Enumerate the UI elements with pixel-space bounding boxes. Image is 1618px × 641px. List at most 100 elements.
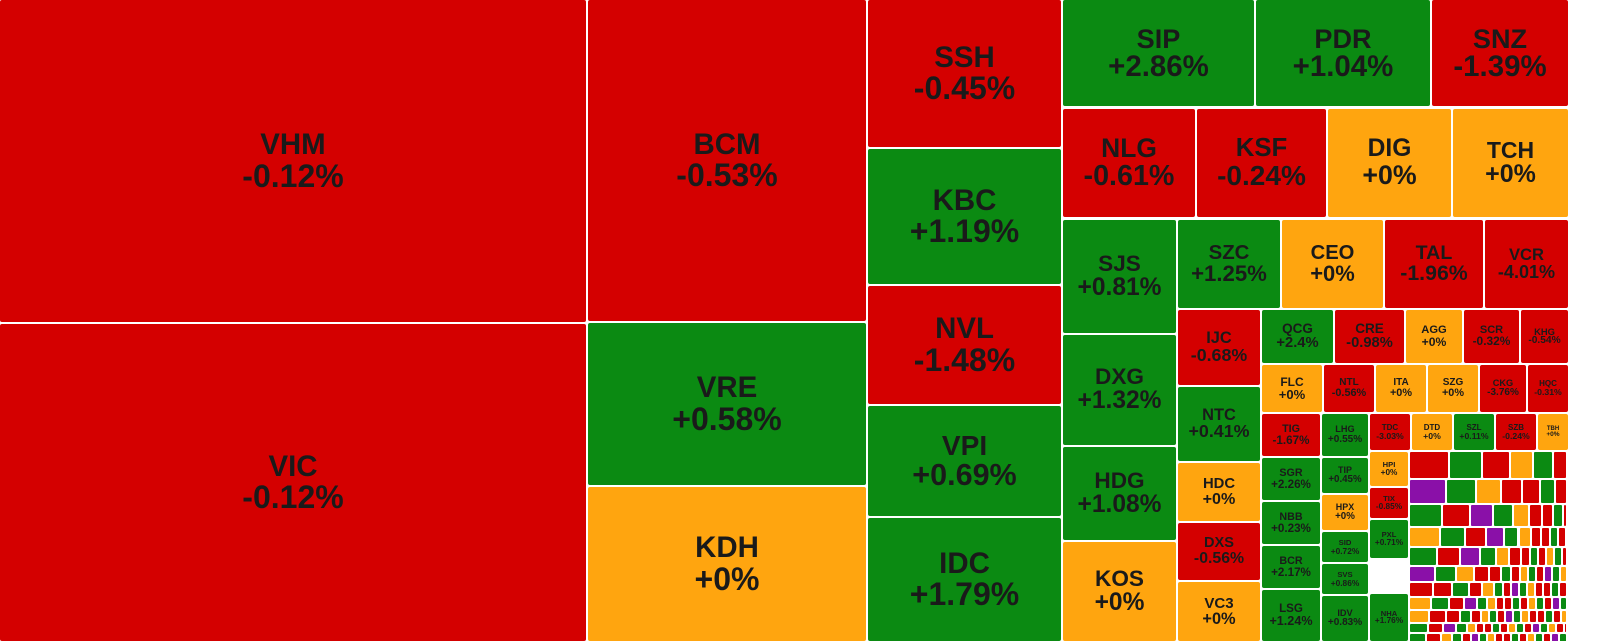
small-tile[interactable]	[1531, 527, 1540, 547]
stock-tile[interactable]: SIP +2.86%	[1063, 0, 1254, 106]
small-tile[interactable]	[1552, 583, 1559, 597]
small-tile[interactable]	[1456, 623, 1466, 633]
stock-tile[interactable]: IDC +1.79%	[868, 518, 1061, 641]
stock-tile[interactable]: CEO +0%	[1282, 220, 1383, 308]
small-tile[interactable]	[1546, 548, 1553, 565]
small-tile[interactable]	[1513, 505, 1528, 526]
stock-tile[interactable]: TIG -1.67%	[1262, 414, 1320, 456]
small-tile[interactable]	[1562, 548, 1566, 565]
small-tile[interactable]	[1494, 505, 1512, 526]
small-tile[interactable]	[1508, 623, 1515, 633]
small-tile[interactable]	[1543, 505, 1553, 526]
small-tile[interactable]	[1530, 611, 1537, 622]
small-tile[interactable]	[1476, 623, 1483, 633]
small-tile[interactable]	[1560, 598, 1566, 610]
small-tile[interactable]	[1514, 611, 1521, 622]
stock-tile[interactable]: NLG -0.61%	[1063, 109, 1195, 217]
small-tile[interactable]	[1474, 566, 1488, 582]
small-tile[interactable]	[1457, 566, 1473, 582]
small-tile[interactable]	[1551, 634, 1558, 641]
small-tile[interactable]	[1495, 634, 1502, 641]
small-tile[interactable]	[1489, 566, 1501, 582]
small-tile[interactable]	[1524, 623, 1531, 633]
small-tile[interactable]	[1410, 480, 1445, 504]
small-tile[interactable]	[1469, 583, 1482, 597]
stock-tile[interactable]: VHM -0.12%	[0, 0, 586, 322]
stock-tile[interactable]: QCG +2.4%	[1262, 310, 1333, 363]
small-tile[interactable]	[1431, 598, 1448, 610]
small-tile[interactable]	[1553, 566, 1560, 582]
small-tile[interactable]	[1471, 634, 1478, 641]
small-tile[interactable]	[1480, 548, 1495, 565]
stock-tile[interactable]: KHG -0.54%	[1521, 310, 1568, 363]
small-tile[interactable]	[1552, 598, 1559, 610]
stock-tile[interactable]: KBC +1.19%	[868, 149, 1061, 284]
small-tile[interactable]	[1561, 566, 1566, 582]
small-tile[interactable]	[1512, 583, 1519, 597]
small-tile[interactable]	[1543, 634, 1550, 641]
small-tile[interactable]	[1450, 452, 1482, 478]
small-tile[interactable]	[1494, 583, 1503, 597]
stock-tile[interactable]: VRE +0.58%	[588, 323, 866, 485]
small-tile[interactable]	[1410, 452, 1448, 478]
small-tile[interactable]	[1487, 527, 1503, 547]
stock-tile[interactable]: SZL +0.11%	[1454, 414, 1494, 450]
small-tile[interactable]	[1537, 566, 1544, 582]
small-tile[interactable]	[1530, 548, 1537, 565]
small-tile[interactable]	[1527, 634, 1534, 641]
small-tile[interactable]	[1477, 598, 1486, 610]
small-tile[interactable]	[1488, 598, 1495, 610]
small-tile[interactable]	[1472, 611, 1480, 622]
small-tile[interactable]	[1498, 611, 1505, 622]
small-tile[interactable]	[1428, 623, 1442, 633]
stock-tile[interactable]: NTC +0.41%	[1178, 387, 1260, 461]
small-tile[interactable]	[1521, 548, 1529, 565]
small-tile[interactable]	[1482, 611, 1489, 622]
small-tile[interactable]	[1410, 505, 1442, 526]
stock-tile[interactable]: TIX -0.85%	[1370, 488, 1408, 518]
small-tile[interactable]	[1540, 623, 1547, 633]
small-tile[interactable]	[1427, 634, 1440, 641]
small-tile[interactable]	[1410, 611, 1429, 622]
small-tile[interactable]	[1500, 623, 1507, 633]
small-tile[interactable]	[1446, 611, 1459, 622]
small-tile[interactable]	[1503, 634, 1510, 641]
stock-tile[interactable]: LHG +0.55%	[1322, 414, 1368, 456]
stock-tile[interactable]: HDC +0%	[1178, 463, 1260, 521]
stock-tile[interactable]: NVL -1.48%	[868, 286, 1061, 404]
small-tile[interactable]	[1502, 480, 1522, 504]
small-tile[interactable]	[1541, 527, 1549, 547]
small-tile[interactable]	[1512, 598, 1519, 610]
small-tile[interactable]	[1506, 611, 1513, 622]
stock-tile[interactable]: NTL -0.56%	[1324, 365, 1374, 412]
stock-tile[interactable]: ITA +0%	[1376, 365, 1426, 412]
small-tile[interactable]	[1484, 623, 1491, 633]
small-tile[interactable]	[1471, 505, 1493, 526]
small-tile[interactable]	[1528, 583, 1535, 597]
stock-tile[interactable]: DIG +0%	[1328, 109, 1451, 217]
small-tile[interactable]	[1544, 583, 1551, 597]
small-tile[interactable]	[1492, 623, 1499, 633]
stock-tile[interactable]: TIP +0.45%	[1322, 458, 1368, 493]
small-tile[interactable]	[1534, 452, 1552, 478]
small-tile[interactable]	[1559, 634, 1566, 641]
stock-tile[interactable]: BCM -0.53%	[588, 0, 866, 321]
small-tile[interactable]	[1545, 566, 1552, 582]
small-tile[interactable]	[1546, 611, 1553, 622]
stock-tile[interactable]: BCR +2.17%	[1262, 546, 1320, 588]
small-tile[interactable]	[1548, 623, 1555, 633]
small-tile[interactable]	[1540, 480, 1554, 504]
small-tile[interactable]	[1502, 566, 1511, 582]
small-tile[interactable]	[1520, 598, 1527, 610]
small-tile[interactable]	[1410, 623, 1427, 633]
small-tile[interactable]	[1476, 480, 1501, 504]
stock-tile[interactable]: CKG -3.76%	[1480, 365, 1526, 412]
small-tile[interactable]	[1521, 566, 1528, 582]
stock-tile[interactable]: SID +0.72%	[1322, 532, 1368, 562]
small-tile[interactable]	[1410, 598, 1430, 610]
small-tile[interactable]	[1443, 505, 1470, 526]
small-tile[interactable]	[1453, 634, 1462, 641]
small-tile[interactable]	[1554, 611, 1561, 622]
small-tile[interactable]	[1523, 480, 1539, 504]
small-tile[interactable]	[1483, 583, 1493, 597]
